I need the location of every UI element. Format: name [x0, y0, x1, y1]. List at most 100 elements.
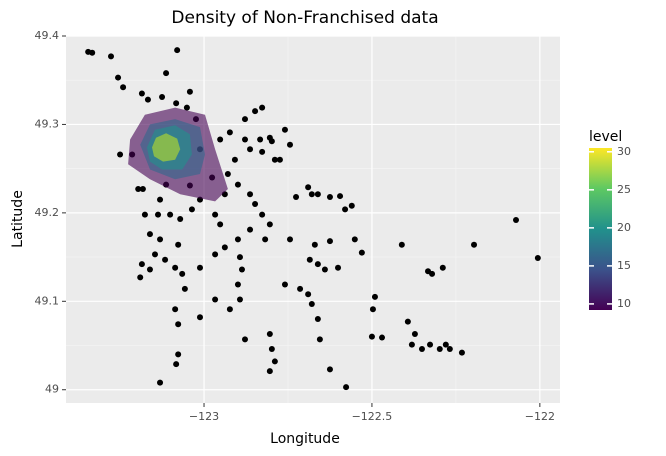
point	[358, 249, 365, 256]
point	[155, 211, 162, 218]
point	[175, 321, 182, 328]
point	[427, 341, 434, 348]
colorbar-label: 30	[617, 145, 631, 158]
point	[175, 241, 182, 248]
point	[175, 351, 182, 358]
point	[252, 201, 259, 208]
point	[408, 341, 415, 348]
point	[226, 306, 233, 313]
point	[286, 141, 293, 148]
point	[262, 236, 269, 243]
point	[183, 104, 190, 111]
point	[172, 306, 179, 313]
point	[138, 261, 145, 268]
point	[212, 211, 219, 218]
point	[471, 241, 478, 248]
point	[212, 251, 219, 258]
point	[316, 336, 323, 343]
point	[241, 336, 248, 343]
point	[257, 136, 264, 143]
point	[321, 266, 328, 273]
y-tick-label: 49	[45, 383, 59, 396]
point	[436, 346, 443, 353]
x-tick-label: −123	[189, 410, 219, 423]
point	[305, 184, 312, 191]
point	[281, 126, 288, 133]
point	[259, 211, 266, 218]
point	[398, 241, 405, 248]
point	[173, 361, 180, 368]
x-tick-label: −122.5	[352, 410, 393, 423]
point	[173, 100, 180, 107]
point	[196, 314, 203, 321]
point	[146, 231, 153, 238]
point	[286, 236, 293, 243]
x-axis-title: Longitude	[270, 431, 340, 447]
point	[138, 90, 145, 97]
point	[159, 94, 166, 101]
point	[335, 264, 342, 271]
y-tick-label: 49.3	[35, 117, 60, 130]
point	[217, 136, 224, 143]
point	[297, 285, 304, 292]
point	[247, 146, 254, 153]
y-tick-label: 49.2	[35, 206, 60, 219]
point	[369, 306, 376, 313]
point	[308, 300, 315, 307]
point	[217, 221, 224, 228]
point	[252, 108, 259, 115]
point	[179, 270, 186, 277]
point	[151, 251, 158, 258]
point	[120, 84, 127, 91]
point	[144, 96, 151, 103]
point	[326, 238, 333, 245]
point	[238, 266, 245, 273]
point	[236, 296, 243, 303]
point	[342, 206, 349, 213]
point	[271, 156, 278, 163]
colorbar-label: 20	[617, 221, 631, 234]
colorbar-label: 10	[617, 297, 631, 310]
point	[234, 181, 241, 188]
point	[281, 281, 288, 288]
point	[89, 49, 96, 56]
point	[163, 70, 170, 77]
point	[446, 346, 453, 353]
point	[231, 156, 238, 163]
point	[314, 261, 321, 268]
point	[157, 236, 164, 243]
plot-panel	[66, 36, 560, 403]
point	[368, 333, 375, 340]
point	[139, 185, 146, 192]
point	[306, 256, 313, 263]
point	[293, 193, 300, 200]
point	[188, 206, 195, 213]
point	[196, 264, 203, 271]
point	[343, 384, 350, 391]
point	[337, 193, 344, 200]
point	[141, 211, 148, 218]
point	[266, 221, 273, 228]
point	[276, 156, 283, 163]
point	[241, 116, 248, 123]
point	[271, 358, 278, 365]
y-tick-label: 49.4	[35, 29, 60, 42]
point	[305, 291, 312, 298]
point	[379, 334, 386, 341]
point	[226, 129, 233, 136]
point	[429, 270, 436, 277]
point	[186, 88, 193, 95]
point	[458, 349, 465, 356]
point	[259, 148, 266, 155]
point	[259, 104, 266, 111]
point	[308, 191, 315, 198]
point	[181, 285, 188, 292]
point	[224, 170, 231, 177]
colorbar-label: 15	[617, 259, 631, 272]
point	[177, 216, 184, 223]
point	[442, 341, 449, 348]
point	[404, 318, 411, 325]
point	[266, 368, 273, 375]
point	[411, 331, 418, 338]
point	[108, 53, 115, 60]
